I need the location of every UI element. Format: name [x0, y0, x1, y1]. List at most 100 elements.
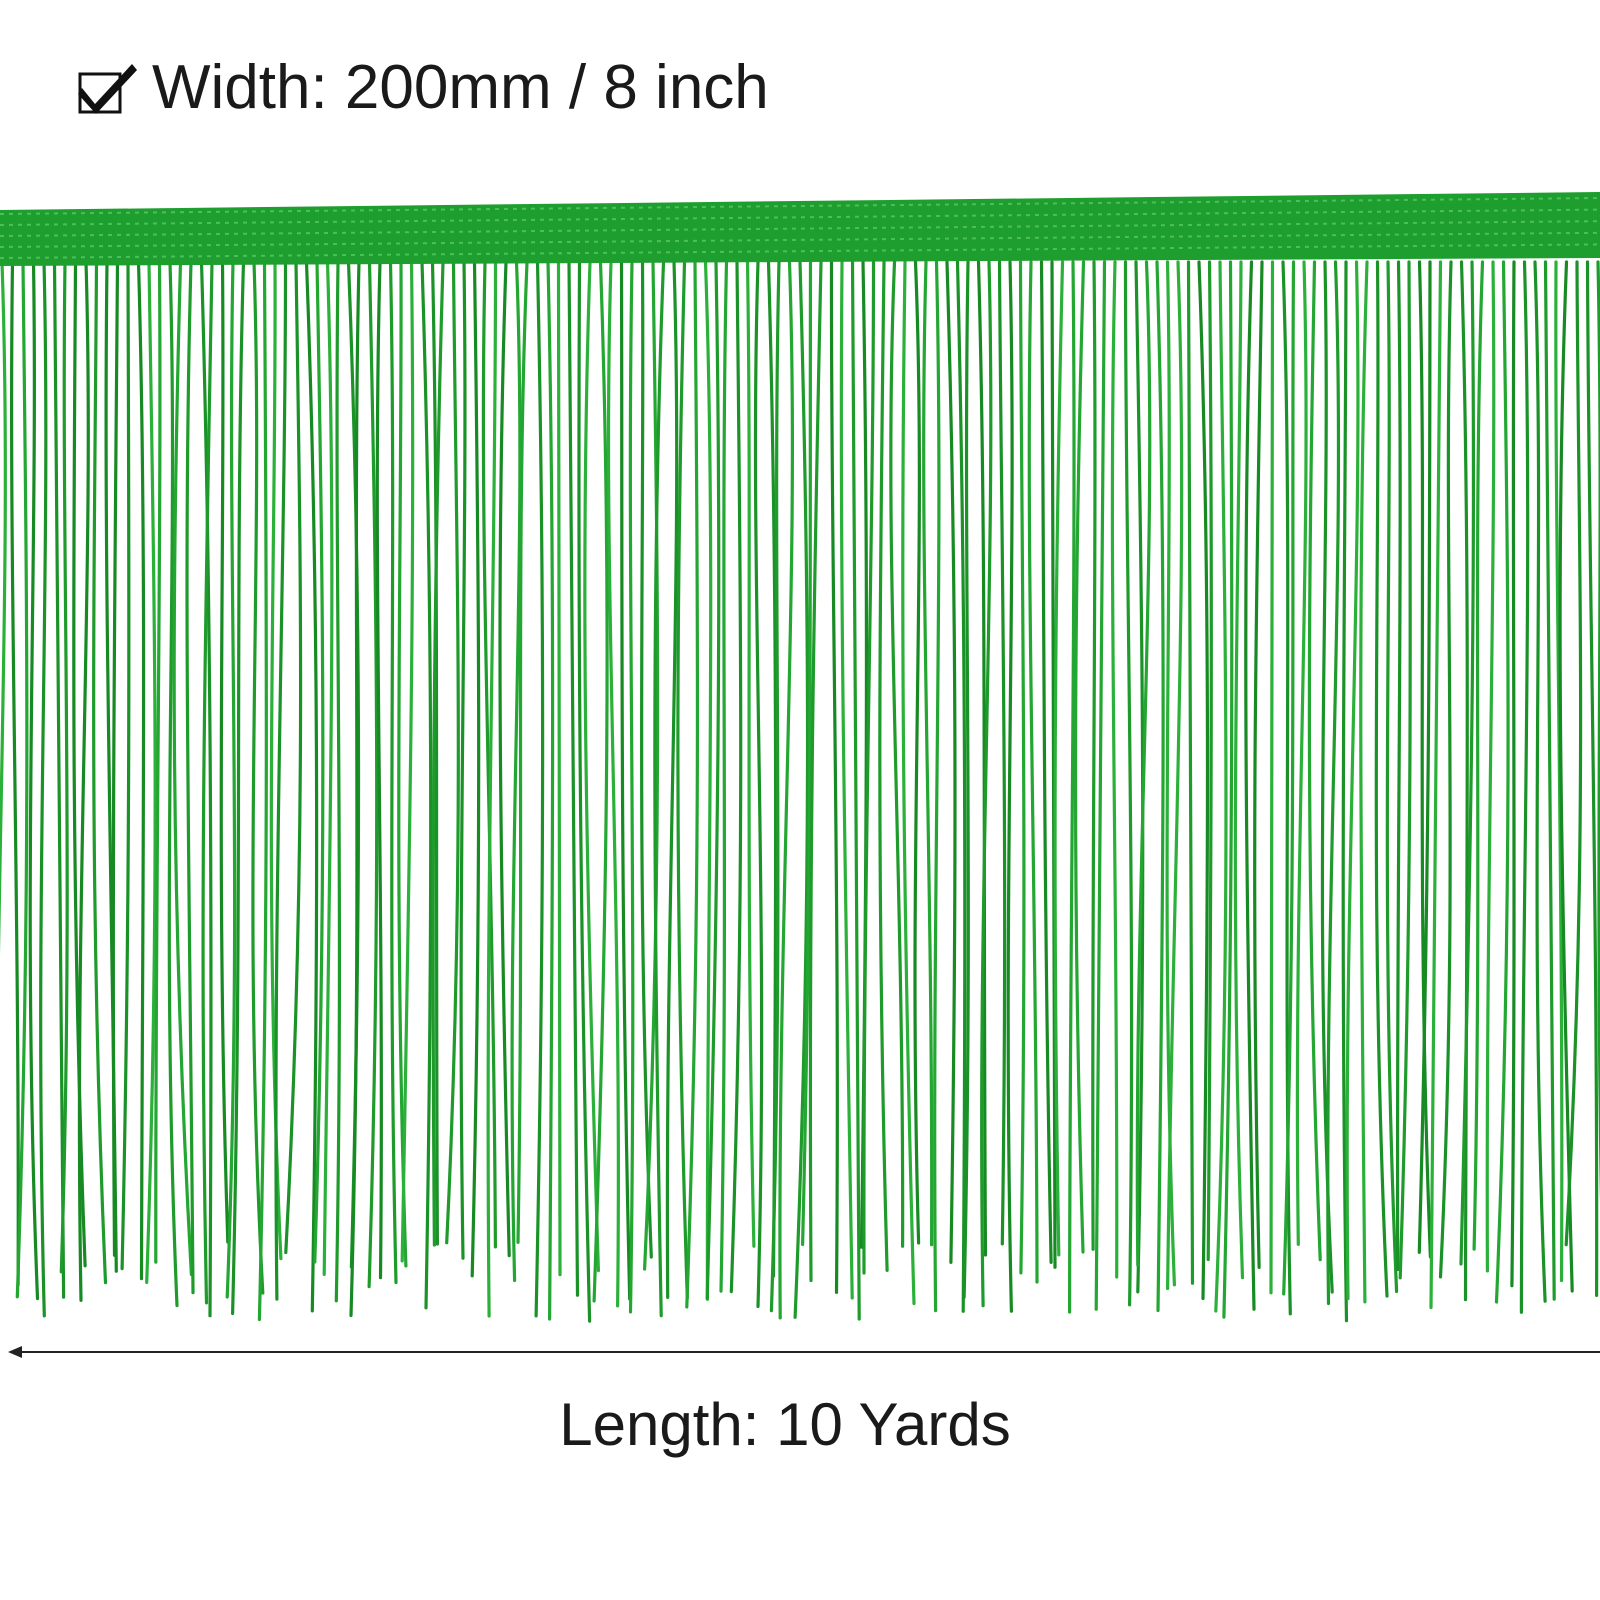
fringe-strand	[322, 260, 334, 1276]
fringe-strand	[304, 260, 319, 1313]
fringe-strand	[185, 260, 195, 1295]
band-stitch-row	[0, 243, 1600, 259]
fringe-strand	[567, 260, 580, 1297]
fringe-strand	[225, 260, 237, 1299]
fringe-strand	[1053, 260, 1065, 1257]
length-arrow	[8, 1346, 1600, 1358]
fringe-strand	[167, 260, 179, 1308]
fringe-strand	[313, 260, 325, 1264]
band-stitch-row	[0, 220, 1600, 237]
fringe-strand	[430, 260, 439, 1246]
fringe-strand	[1206, 260, 1213, 1262]
fringe-strand	[1091, 260, 1097, 1251]
fringe-strand	[1459, 260, 1476, 1266]
fringe-strand	[349, 260, 361, 1318]
fringe-strand	[15, 260, 29, 1299]
fringe-strand	[1395, 260, 1402, 1272]
fringe-strand	[367, 260, 379, 1289]
fringe-strand	[778, 260, 795, 1320]
fringe-strand	[922, 260, 934, 1247]
fringe-strand	[850, 260, 861, 1321]
fringe-strand	[201, 260, 214, 1305]
fringe-strand	[251, 260, 265, 1295]
fringe-strand	[1006, 260, 1014, 1313]
fringe-strand	[154, 260, 162, 1264]
fringe-strand	[753, 260, 764, 1308]
fringe-strand	[1094, 260, 1107, 1311]
fringe-strand	[1472, 260, 1485, 1251]
fringe-strand	[1039, 260, 1053, 1264]
fringe-strand	[628, 260, 635, 1314]
fringe-strand	[1307, 260, 1322, 1262]
fringe-strand	[955, 260, 967, 1313]
fringe-strand	[1417, 260, 1432, 1254]
fringe-strand	[1558, 260, 1574, 1293]
fringe-strand	[1269, 260, 1275, 1295]
arrow-head	[8, 1346, 22, 1358]
fringe-strand	[498, 260, 511, 1258]
fringe-strand	[808, 260, 823, 1283]
fringe-strand	[1485, 260, 1496, 1273]
fringe-strand	[878, 260, 889, 1272]
fringe-strand	[1134, 260, 1145, 1294]
band-stitch-row	[0, 231, 1600, 248]
fringe-strand	[1543, 260, 1556, 1301]
fringe-strand	[397, 260, 408, 1268]
fringe-strand	[420, 260, 433, 1310]
fringe-strand	[1110, 260, 1119, 1279]
fringe-strand	[1429, 260, 1443, 1310]
fringe-strand	[388, 260, 398, 1285]
fringe-strand	[1197, 260, 1210, 1301]
fringe-strand	[52, 260, 66, 1299]
fringe-strand	[219, 260, 230, 1244]
fringe-strand	[1027, 260, 1039, 1284]
fringe-strand	[1214, 260, 1228, 1313]
band-stitch-row	[0, 197, 1600, 215]
fringe-strand	[653, 260, 666, 1318]
fringe-strand	[1135, 260, 1152, 1267]
check-icon	[78, 64, 137, 114]
fringe-strand	[1073, 260, 1086, 1254]
fringe-strand	[1438, 260, 1453, 1279]
check-mark	[78, 64, 137, 114]
fringe-strand	[1295, 260, 1308, 1246]
fringe-strand	[619, 260, 632, 1301]
fringe-strand	[546, 260, 555, 1321]
fringe-strand	[1359, 260, 1369, 1304]
fringe-strand	[1398, 260, 1412, 1280]
fringe-strand	[431, 260, 445, 1247]
width-label: Width: 200mm / 8 inch	[152, 53, 769, 122]
fringe-strand	[1068, 260, 1076, 1314]
fringe-strand	[136, 260, 146, 1281]
fringe-strand	[1320, 260, 1334, 1294]
fringe-strand	[577, 260, 592, 1323]
fringe-strand	[111, 260, 120, 1257]
fringe-strand	[274, 260, 288, 1301]
fringe-strand	[913, 260, 921, 1245]
fringe-strand	[445, 260, 460, 1245]
fringe-strand	[1123, 260, 1134, 1307]
fringe-strand	[862, 260, 876, 1275]
fringe-strand	[705, 260, 721, 1300]
fringe-strand	[1244, 260, 1256, 1311]
fringe-strand	[729, 260, 743, 1294]
fringe-strand	[28, 260, 40, 1301]
fringe-strand	[0, 260, 7, 955]
fringe-strand	[145, 260, 157, 1284]
fringe-strand	[1494, 260, 1510, 1304]
fringe-strand	[839, 260, 854, 1300]
fringe-strand	[592, 260, 609, 1303]
fringe-strand	[77, 260, 90, 1302]
fringe-strand	[481, 260, 497, 1249]
fringe-strand	[1459, 260, 1469, 1302]
fringe-strand	[1233, 260, 1245, 1280]
fringe-strand	[516, 260, 529, 1244]
fringe-strand	[976, 260, 988, 1257]
fringe-strand	[583, 260, 600, 1273]
fringe	[0, 192, 1600, 1323]
fringe-strand	[92, 260, 108, 1285]
fringe-strand	[889, 260, 905, 1248]
fringe-strand	[231, 260, 246, 1316]
